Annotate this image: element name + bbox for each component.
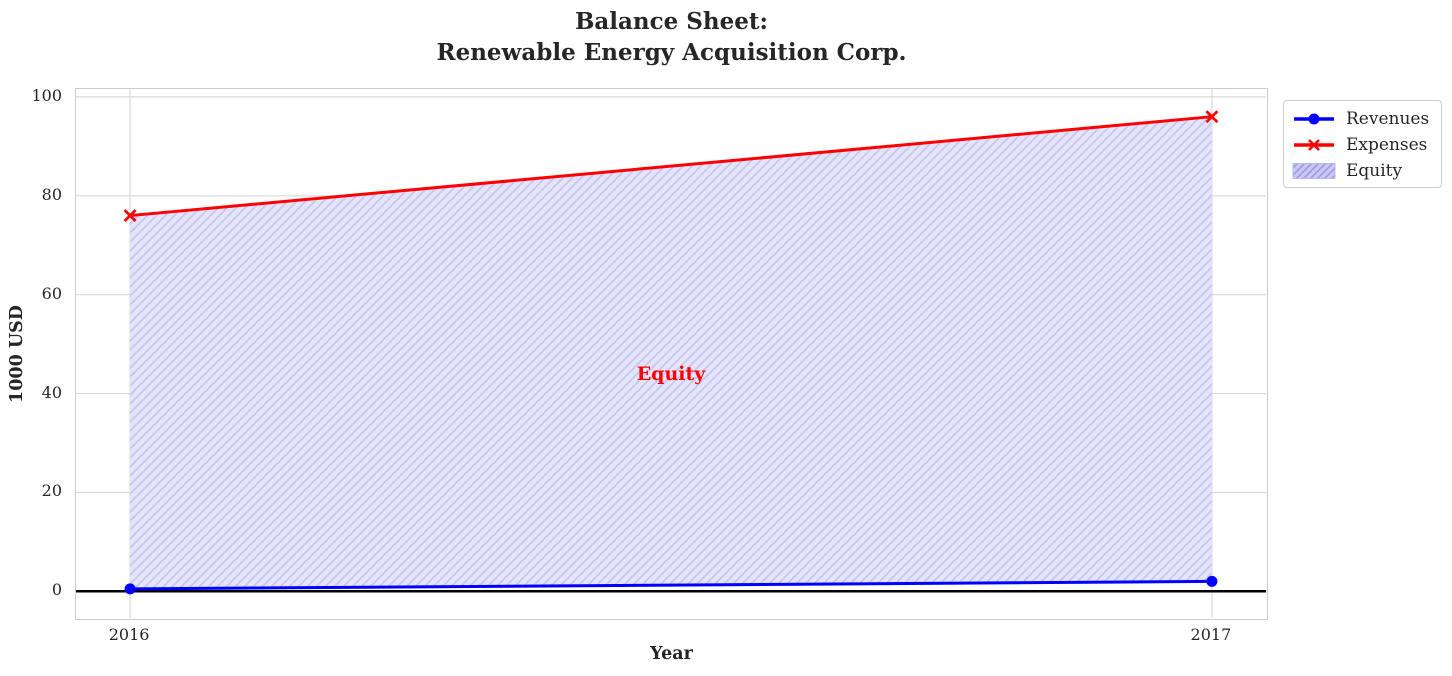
legend-label-revenues: Revenues (1346, 109, 1430, 129)
equity-area (130, 116, 1212, 589)
legend-item-revenues: Revenues (1292, 106, 1433, 132)
equity-area-label: Equity (636, 362, 706, 385)
y-tick-label: 20 (41, 481, 62, 501)
legend-label-equity: Equity (1346, 161, 1403, 181)
y-axis-label: 1000 USD (7, 305, 27, 403)
x-tick-label: 2017 (1190, 625, 1232, 644)
expenses-line (129, 115, 1213, 218)
chart-title-line1: Balance Sheet: (574, 8, 769, 35)
plot-area: Equity (75, 88, 1268, 620)
y-tick-label: 0 (51, 580, 62, 600)
y-tick-label: 100 (31, 85, 62, 105)
x-axis-label: Year (650, 644, 693, 664)
x-tick-label: 2016 (108, 625, 150, 644)
expenses-line-sample-icon (1294, 139, 1334, 151)
revenues-marker (1206, 575, 1218, 587)
legend-item-expenses: Expenses (1292, 132, 1433, 158)
revenues-marker (124, 583, 136, 595)
equity-patch-sample-icon (1292, 163, 1336, 179)
y-tick-label: 60 (41, 283, 62, 303)
y-tick-label: 80 (41, 184, 62, 204)
series-layer (76, 110, 1266, 595)
revenues-line-sample-icon (1294, 113, 1334, 125)
chart-title-line2: Renewable Energy Acquisition Corp. (436, 39, 907, 66)
expenses-marker (1205, 110, 1219, 124)
revenues-line (130, 579, 1212, 591)
expenses-marker (123, 209, 137, 223)
legend-item-equity: Equity (1292, 158, 1433, 184)
y-tick-label: 40 (41, 382, 62, 402)
chart-title: Balance Sheet: Renewable Energy Acquisit… (75, 6, 1268, 68)
plot-canvas (76, 89, 1266, 618)
legend: Revenues Expenses Equity (1283, 100, 1442, 188)
legend-label-expenses: Expenses (1346, 135, 1428, 155)
